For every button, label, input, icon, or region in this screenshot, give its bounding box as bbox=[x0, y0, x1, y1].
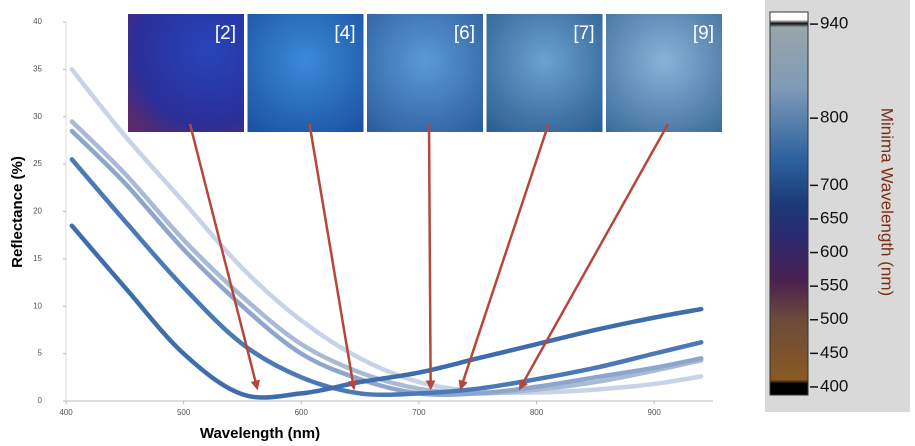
x-tick-label: 500 bbox=[177, 408, 191, 417]
colorbar-tick-label: 650 bbox=[820, 208, 848, 227]
inset-label: [2] bbox=[215, 23, 236, 44]
y-tick-label: 40 bbox=[33, 17, 42, 26]
y-tick-label: 20 bbox=[33, 207, 42, 216]
insets: [2] [4] [6] [7] [9] bbox=[128, 14, 722, 390]
colorbar-tick-label: 550 bbox=[820, 276, 848, 295]
x-tick-label: 400 bbox=[59, 408, 73, 417]
colorbar-tick-label: 500 bbox=[820, 309, 848, 328]
y-tick-label: 10 bbox=[33, 301, 42, 310]
colorbar bbox=[770, 12, 808, 395]
inset-label: [9] bbox=[693, 23, 714, 44]
arrow-shaft bbox=[429, 124, 431, 384]
arrow-shaft bbox=[522, 124, 668, 385]
colorbar-tick-label: 400 bbox=[820, 376, 848, 395]
y-tick-label: 25 bbox=[33, 159, 42, 168]
x-tick-label: 700 bbox=[412, 408, 426, 417]
y-tick-label: 35 bbox=[33, 64, 42, 73]
colorbar-tick-label: 700 bbox=[820, 175, 848, 194]
line bbox=[72, 121, 701, 393]
inset-label: [7] bbox=[573, 23, 594, 44]
line bbox=[72, 159, 701, 394]
inset-label: [4] bbox=[334, 23, 355, 44]
line bbox=[72, 131, 701, 395]
x-tick-label: 600 bbox=[295, 408, 309, 417]
x-tick-label: 900 bbox=[648, 408, 662, 417]
arrow-head bbox=[251, 380, 260, 391]
colorbar-tick-label: 600 bbox=[820, 242, 848, 261]
colorbar-title: Minima Wavelength (nm) bbox=[878, 108, 897, 296]
arrow-shaft bbox=[310, 124, 354, 385]
x-axis-title: Wavelength (nm) bbox=[200, 425, 320, 442]
colorbar-tick-label: 940 bbox=[820, 14, 848, 33]
inset-label: [6] bbox=[454, 23, 475, 44]
y-tick-label: 0 bbox=[38, 396, 43, 405]
y-tick-label: 15 bbox=[33, 254, 42, 263]
chart: Wavelength (nm) Reflectance (%) Minima W… bbox=[0, 0, 915, 446]
y-axis-title: Reflectance (%) bbox=[9, 156, 26, 268]
colorbar-tick-label: 800 bbox=[820, 108, 848, 127]
y-tick-label: 30 bbox=[33, 112, 42, 121]
colorbar-tick-label: 450 bbox=[820, 343, 848, 362]
y-tick-label: 5 bbox=[38, 349, 43, 358]
x-tick-label: 800 bbox=[530, 408, 544, 417]
